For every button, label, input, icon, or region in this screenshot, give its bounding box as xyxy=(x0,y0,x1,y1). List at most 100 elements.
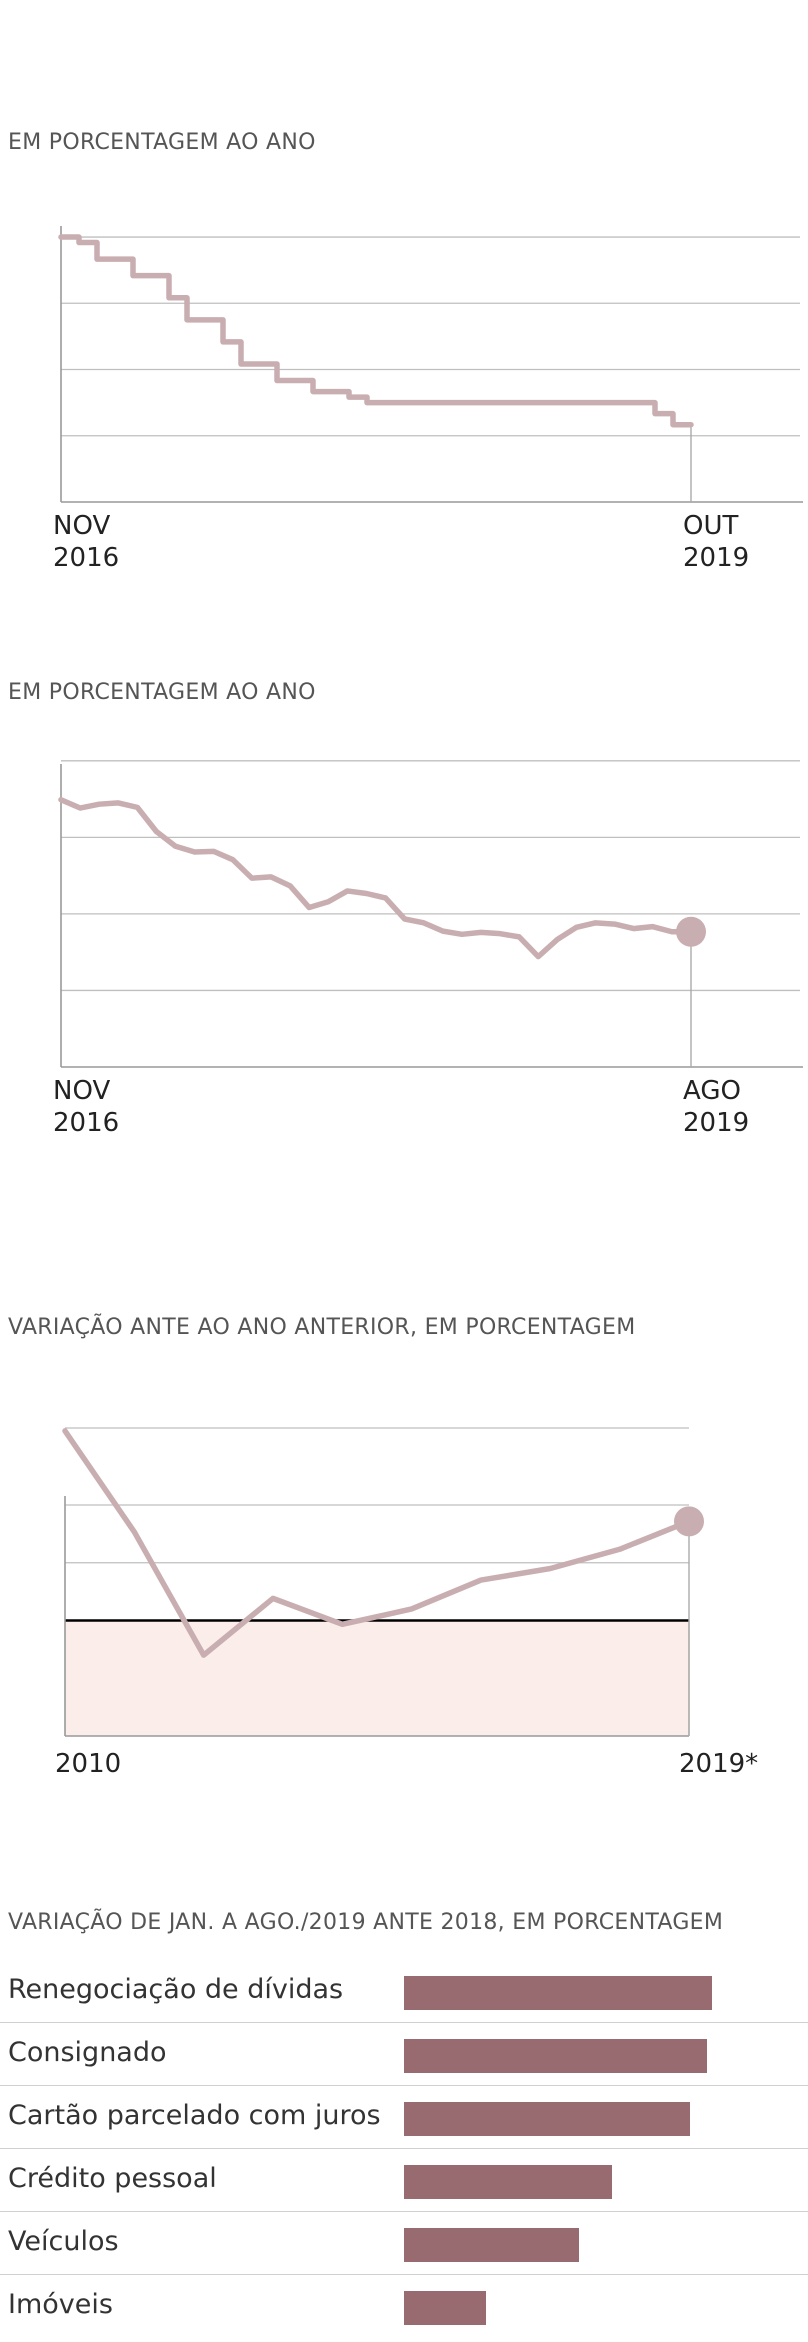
data-point xyxy=(184,317,190,323)
bar xyxy=(404,2165,613,2199)
data-point xyxy=(364,400,370,406)
data-point xyxy=(652,411,658,417)
data-point xyxy=(220,339,226,345)
data-point xyxy=(383,895,389,901)
data-point xyxy=(669,929,675,935)
data-point xyxy=(201,1652,207,1658)
data-point xyxy=(409,1606,415,1612)
x-tick-label-year: 2016 xyxy=(53,1108,119,1138)
chart4-horizontal-bars: Renegociação de dívidas Consignado Cartão … xyxy=(0,1960,808,2337)
x-tick-label-month: NOV xyxy=(53,1076,110,1106)
data-point xyxy=(631,926,637,932)
x-tick-label-year: 2019 xyxy=(683,543,749,573)
data-point xyxy=(526,400,532,406)
bar-row: Crédito pessoal xyxy=(0,2149,808,2212)
data-point xyxy=(115,800,121,806)
bar-row: Imóveis xyxy=(0,2275,808,2337)
bar xyxy=(404,2291,487,2325)
data-point xyxy=(310,389,316,395)
x-tick-label: 2010 xyxy=(55,1749,121,1779)
data-point xyxy=(292,378,298,384)
data-point xyxy=(440,928,446,934)
data-point xyxy=(270,1595,276,1601)
series-line xyxy=(62,1428,692,1658)
bar xyxy=(404,2228,579,2262)
x-tick-label-year: 2016 xyxy=(53,543,119,573)
data-point xyxy=(573,924,579,930)
data-point xyxy=(544,400,550,406)
data-point xyxy=(192,849,198,855)
data-point xyxy=(328,389,334,395)
data-point xyxy=(134,804,140,810)
data-point xyxy=(249,875,255,881)
x-tick-label: 2019* xyxy=(679,1749,758,1779)
chart4-subtitle: VARIAÇÃO DE JAN. A AGO./2019 ANTE 2018, … xyxy=(8,1910,724,1935)
data-point xyxy=(173,843,179,849)
series-line xyxy=(58,796,694,960)
data-point xyxy=(131,1529,137,1535)
series-line xyxy=(58,234,694,428)
data-point xyxy=(593,920,599,926)
data-point xyxy=(688,422,694,428)
data-point xyxy=(478,929,484,935)
bar-label: Renegociação de dívidas xyxy=(8,1974,344,2005)
bar-label: Cartão parcelado com juros xyxy=(8,2100,381,2131)
data-point xyxy=(634,400,640,406)
bar-label: Veículos xyxy=(8,2226,119,2257)
data-point xyxy=(478,1577,484,1583)
data-point xyxy=(497,931,503,937)
data-point xyxy=(612,921,618,927)
data-point xyxy=(472,400,478,406)
chart2-subtitle: EM PORCENTAGEM AO ANO xyxy=(8,680,316,705)
chart1-subtitle: EM PORCENTAGEM AO ANO xyxy=(8,130,316,155)
data-point xyxy=(454,400,460,406)
x-tick-label-month: AGO xyxy=(683,1076,741,1106)
data-point xyxy=(148,273,154,279)
data-point xyxy=(268,874,274,880)
data-point xyxy=(363,890,369,896)
bar xyxy=(404,2102,690,2136)
data-point xyxy=(418,400,424,406)
data-point xyxy=(402,916,408,922)
data-point xyxy=(58,234,64,240)
data-point xyxy=(580,400,586,406)
data-point xyxy=(76,240,82,246)
chart3-area-line: 2010 2019* xyxy=(55,1427,758,1779)
bar-row: Renegociação de dívidas xyxy=(0,1960,808,2023)
x-tick-label-month: OUT xyxy=(683,511,738,541)
data-point xyxy=(535,954,541,960)
data-point xyxy=(256,361,262,367)
end-marker-dot xyxy=(676,916,706,947)
chart3-subtitle: VARIAÇÃO ANTE AO ANO ANTERIOR, EM PORCEN… xyxy=(8,1315,636,1340)
bar-label: Imóveis xyxy=(8,2289,113,2320)
data-point xyxy=(616,400,622,406)
data-point xyxy=(166,295,172,301)
data-point xyxy=(130,273,136,279)
bar xyxy=(404,2039,707,2073)
data-point xyxy=(58,797,64,803)
data-point xyxy=(344,888,350,894)
data-point xyxy=(436,400,442,406)
data-point xyxy=(400,400,406,406)
data-point xyxy=(230,857,236,863)
bar-label: Crédito pessoal xyxy=(8,2163,217,2194)
data-point xyxy=(547,1566,553,1572)
data-point xyxy=(516,934,522,940)
data-point xyxy=(211,848,217,854)
data-point xyxy=(62,1428,68,1434)
data-point xyxy=(287,883,293,889)
data-point xyxy=(153,829,159,835)
data-point xyxy=(421,920,427,926)
end-marker-dot xyxy=(674,1506,704,1537)
data-point xyxy=(202,317,208,323)
bar-row: Consignado xyxy=(0,2023,808,2086)
data-point xyxy=(306,905,312,911)
negative-area xyxy=(65,1620,689,1736)
data-point xyxy=(77,805,83,811)
data-point xyxy=(339,1621,345,1627)
data-point xyxy=(598,400,604,406)
data-point xyxy=(670,422,676,428)
bar-row: Cartão parcelado com juros xyxy=(0,2086,808,2149)
